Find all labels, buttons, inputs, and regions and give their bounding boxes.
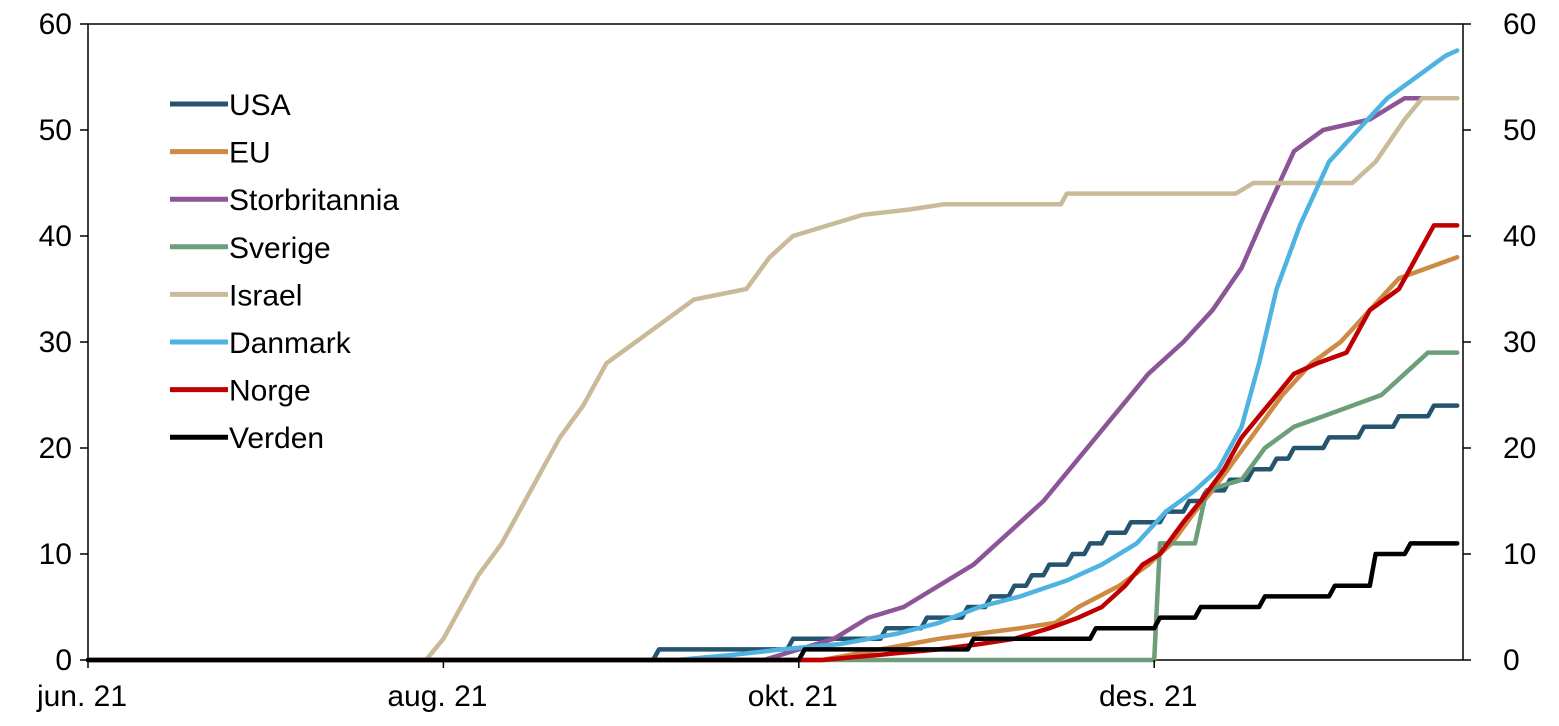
series-line-norge bbox=[85, 223, 1460, 663]
series-line-danmark bbox=[85, 48, 1460, 663]
legend-label: Norge bbox=[229, 375, 311, 408]
x-tick-label: des. 21 bbox=[1099, 680, 1197, 713]
y-tick-label: 60 bbox=[39, 8, 72, 41]
series-line-usa bbox=[85, 403, 1460, 663]
series-layer bbox=[85, 48, 1460, 663]
legend-label: Sverige bbox=[229, 232, 331, 265]
y-right-tick-label: 30 bbox=[1503, 326, 1536, 359]
legend-label: Danmark bbox=[229, 327, 352, 360]
y-tick-label: 0 bbox=[55, 644, 72, 677]
y-tick-label: 40 bbox=[39, 220, 72, 253]
series-line-verden bbox=[85, 541, 1460, 663]
x-tick-label: okt. 21 bbox=[748, 680, 838, 713]
y-right-tick-label: 10 bbox=[1503, 538, 1536, 571]
legend-label: USA bbox=[229, 89, 291, 122]
x-tick-label: jun. 21 bbox=[36, 680, 127, 713]
legend: USA EU Storbritannia Sverige Israel Danmark No… bbox=[170, 89, 399, 455]
series-line-israel bbox=[85, 95, 1460, 663]
y-tick-label: 10 bbox=[39, 538, 72, 571]
axis-layer: 0 10 20 30 40 50 60 0 10 20 30 40 50 60 jun. 21 aug. 21… bbox=[36, 8, 1536, 713]
y-right-tick-label: 60 bbox=[1503, 8, 1536, 41]
y-right-tick-label: 40 bbox=[1503, 220, 1536, 253]
series-line-storbritannia bbox=[85, 95, 1460, 663]
legend-label: Israel bbox=[229, 279, 302, 312]
y-right-tick-label: 0 bbox=[1503, 644, 1520, 677]
legend-label: Verden bbox=[229, 422, 324, 455]
y-tick-label: 30 bbox=[39, 326, 72, 359]
y-right-tick-label: 50 bbox=[1503, 114, 1536, 147]
y-tick-label: 50 bbox=[39, 114, 72, 147]
legend-label: Storbritannia bbox=[229, 184, 399, 217]
y-right-tick-label: 20 bbox=[1503, 432, 1536, 465]
legend-label: EU bbox=[229, 137, 271, 170]
series-line-eu bbox=[85, 254, 1460, 663]
x-tick-label: aug. 21 bbox=[387, 680, 487, 713]
y-tick-label: 20 bbox=[39, 432, 72, 465]
